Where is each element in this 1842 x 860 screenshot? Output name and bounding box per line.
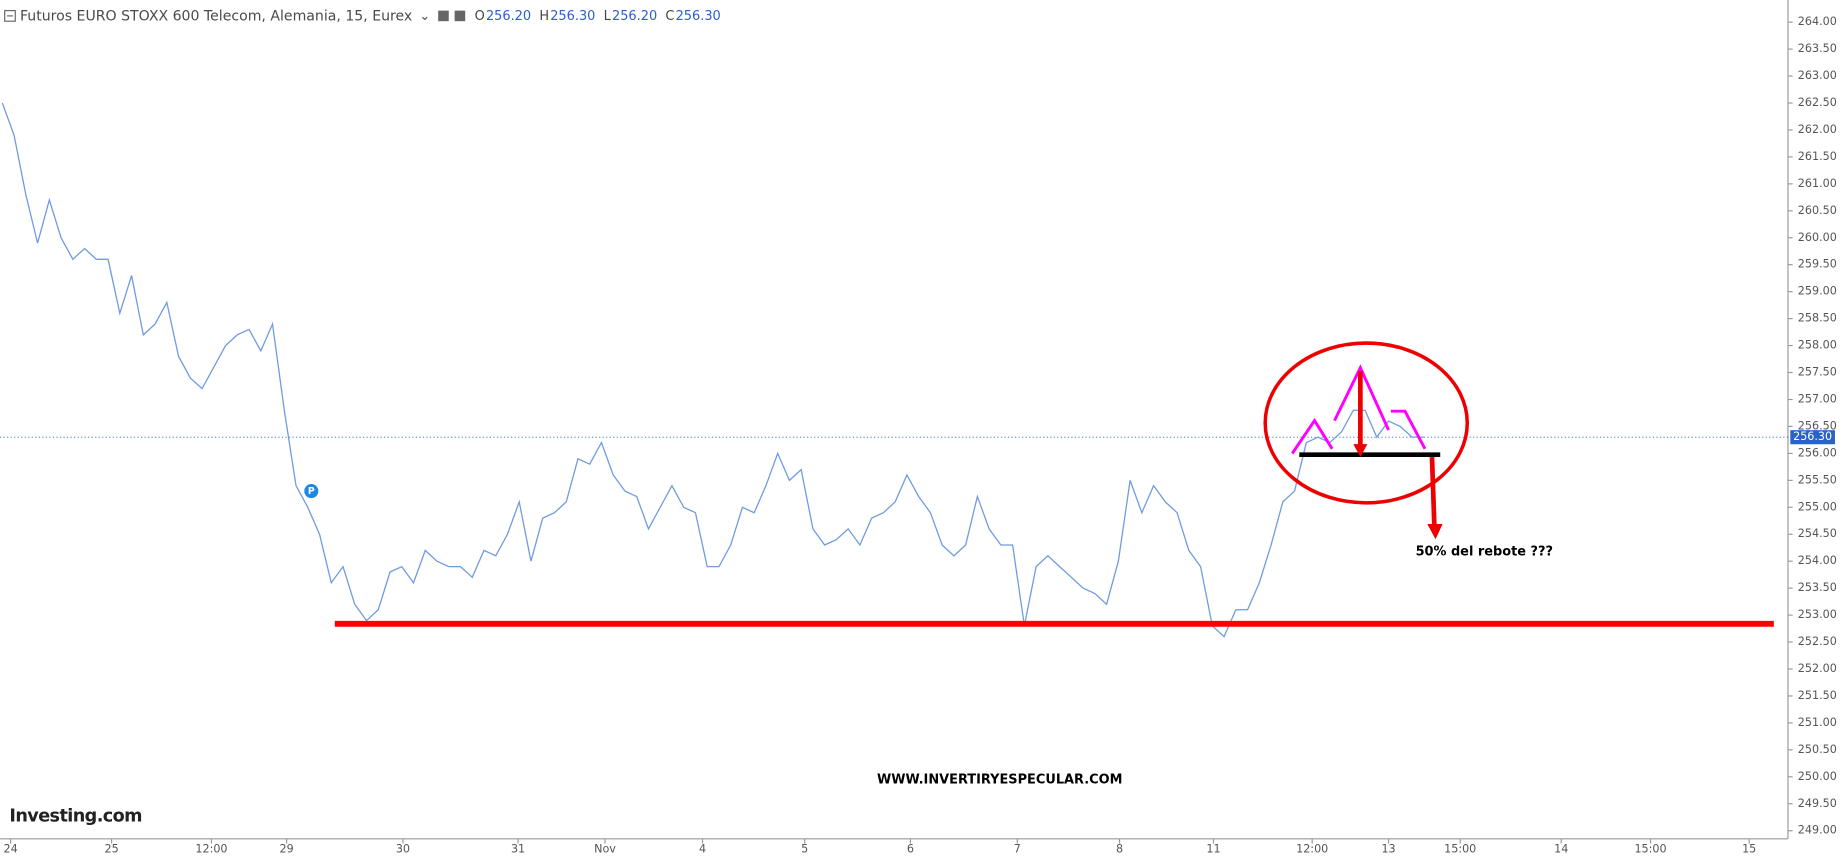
head xyxy=(1333,364,1390,431)
ohlc-name: O xyxy=(475,9,485,24)
annotations: 50% del rebote ??? WWW.INVERTIRYESPECULA… xyxy=(9,341,1774,826)
event-marker-label: P xyxy=(308,486,315,497)
x-tick-label: 7 xyxy=(1014,842,1021,855)
y-tick-label: 262.00 xyxy=(1798,123,1837,136)
ohlc-values: O 256.20 H 256.30 L 256.20 C 256.30 xyxy=(475,9,721,24)
ohlc-value: 256.20 xyxy=(486,9,531,24)
y-tick-label: 249.00 xyxy=(1798,824,1837,837)
x-tick-label: 11 xyxy=(1206,842,1220,855)
last-price-label: 256.30 xyxy=(1793,430,1832,443)
y-tick-label: 257.00 xyxy=(1798,392,1837,405)
arrow-head xyxy=(1353,444,1368,458)
x-tick-label: 12:00 xyxy=(195,842,227,855)
ohlc-name: L xyxy=(604,9,612,24)
y-tick-label: 260.50 xyxy=(1798,204,1837,217)
pattern-circle xyxy=(1263,341,1470,505)
x-tick-label: 5 xyxy=(801,842,808,855)
y-tick-label: 250.00 xyxy=(1798,770,1837,783)
y-tick-label: 251.00 xyxy=(1798,716,1837,729)
chart-title: Futuros EURO STOXX 600 Telecom, Alemania… xyxy=(20,8,412,24)
logo: Investing.com xyxy=(9,806,142,826)
y-tick-label: 261.50 xyxy=(1798,150,1837,163)
y-tick-label: 258.50 xyxy=(1798,312,1837,325)
ohlc-name: C xyxy=(665,9,674,24)
y-tick-label: 263.50 xyxy=(1798,42,1837,55)
y-tick-label: 258.00 xyxy=(1798,339,1837,352)
x-tick-label: 4 xyxy=(699,842,706,855)
ohlc-value: 256.20 xyxy=(612,9,657,24)
y-tick-label: 255.50 xyxy=(1798,473,1837,486)
x-tick-label: 15:00 xyxy=(1634,842,1666,855)
ohlc-value: 256.30 xyxy=(550,9,595,24)
y-tick-label: 250.50 xyxy=(1798,743,1837,756)
dropdown-arrow[interactable]: ⌄ xyxy=(419,9,430,24)
y-tick-label: 259.00 xyxy=(1798,285,1837,298)
x-tick-label: 29 xyxy=(280,842,294,855)
arrow-head xyxy=(1427,523,1443,540)
x-tick-label: Nov xyxy=(594,842,616,855)
x-tick-label: 30 xyxy=(396,842,410,855)
y-tick-label: 256.50 xyxy=(1798,419,1837,432)
event-marker[interactable] xyxy=(304,484,319,499)
y-tick-label: 253.00 xyxy=(1798,608,1837,621)
y-tick-label: 249.50 xyxy=(1798,797,1837,810)
x-tick-label: 13 xyxy=(1381,842,1395,855)
left-shoulder xyxy=(1291,417,1334,455)
price-line xyxy=(1,102,1424,638)
y-tick-label: 260.00 xyxy=(1798,231,1837,244)
settings-icon[interactable] xyxy=(454,10,466,22)
header: Futuros EURO STOXX 600 Telecom, Alemania… xyxy=(4,8,721,24)
y-tick-label: 253.50 xyxy=(1798,581,1837,594)
y-tick-label: 264.00 xyxy=(1798,15,1837,28)
y-tick-label: 255.00 xyxy=(1798,500,1837,513)
y-tick-label: 262.50 xyxy=(1798,96,1837,109)
x-tick-label: 15 xyxy=(1742,842,1756,855)
right-shoulder xyxy=(1390,409,1427,450)
x-tick-label: 15:00 xyxy=(1444,842,1476,855)
x-tick-label: 12:00 xyxy=(1296,842,1328,855)
y-tick-label: 254.50 xyxy=(1798,527,1837,540)
y-tick-label: 257.50 xyxy=(1798,366,1837,379)
y-tick-label: 252.00 xyxy=(1798,662,1837,675)
y-tick-label: 254.00 xyxy=(1798,554,1837,567)
x-tick-label: 14 xyxy=(1554,842,1568,855)
axes: 249.00 249.50 250.00 250.50 251.00 251.50 252.… xyxy=(3,15,1836,855)
annotation-text: 50% del rebote ??? xyxy=(1416,545,1553,560)
x-tick-label: 24 xyxy=(3,842,17,855)
x-tick-label: 6 xyxy=(907,842,914,855)
ohlc-name: H xyxy=(539,9,549,24)
plot xyxy=(0,102,1788,638)
y-tick-label: 252.50 xyxy=(1798,635,1837,648)
y-tick-label: 256.00 xyxy=(1798,446,1837,459)
x-tick-label: 25 xyxy=(104,842,118,855)
x-tick-label: 31 xyxy=(511,842,525,855)
last-price-box xyxy=(1790,430,1835,445)
watermark-text: WWW.INVERTIRYESPECULAR.COM xyxy=(877,773,1122,788)
x-tick-label: 8 xyxy=(1116,842,1123,855)
arrow-shaft xyxy=(1429,456,1437,527)
ohlc-value: 256.30 xyxy=(676,9,721,24)
y-tick-label: 263.00 xyxy=(1798,69,1837,82)
settings-icon[interactable] xyxy=(438,10,449,22)
collapse-icon[interactable] xyxy=(4,10,16,22)
y-tick-label: 259.50 xyxy=(1798,258,1837,271)
y-tick-label: 261.00 xyxy=(1798,177,1837,190)
y-tick-label: 251.50 xyxy=(1798,689,1837,702)
